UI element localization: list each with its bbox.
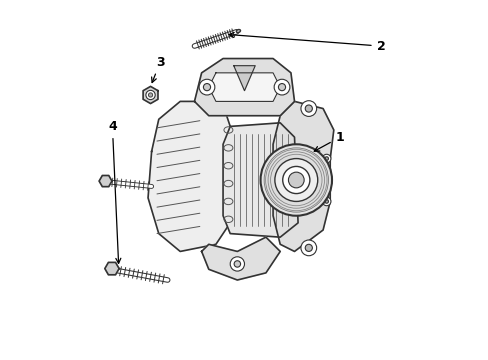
Circle shape	[278, 84, 285, 91]
Circle shape	[305, 105, 312, 112]
Text: 4: 4	[108, 120, 121, 264]
Polygon shape	[201, 237, 280, 280]
Circle shape	[324, 200, 328, 203]
Circle shape	[300, 240, 316, 256]
Ellipse shape	[236, 30, 240, 32]
Polygon shape	[148, 102, 233, 251]
Text: 1: 1	[314, 131, 344, 151]
Circle shape	[282, 166, 309, 194]
Text: 3: 3	[151, 56, 164, 82]
Polygon shape	[272, 102, 333, 251]
Circle shape	[274, 79, 289, 95]
Polygon shape	[194, 59, 294, 116]
Circle shape	[322, 154, 330, 163]
Polygon shape	[233, 66, 255, 91]
Polygon shape	[208, 73, 280, 102]
Circle shape	[203, 84, 210, 91]
Polygon shape	[223, 123, 298, 237]
Circle shape	[324, 157, 328, 160]
Polygon shape	[143, 86, 158, 104]
Circle shape	[288, 172, 304, 188]
Circle shape	[322, 197, 330, 206]
Circle shape	[148, 93, 152, 97]
Circle shape	[234, 261, 240, 267]
Circle shape	[305, 244, 312, 251]
Circle shape	[145, 90, 155, 100]
Circle shape	[274, 158, 317, 202]
Circle shape	[230, 257, 244, 271]
Circle shape	[300, 101, 316, 116]
Polygon shape	[104, 262, 119, 275]
Circle shape	[260, 144, 331, 216]
Text: 2: 2	[228, 32, 385, 53]
Polygon shape	[99, 176, 112, 186]
Circle shape	[264, 148, 328, 212]
Circle shape	[199, 79, 214, 95]
